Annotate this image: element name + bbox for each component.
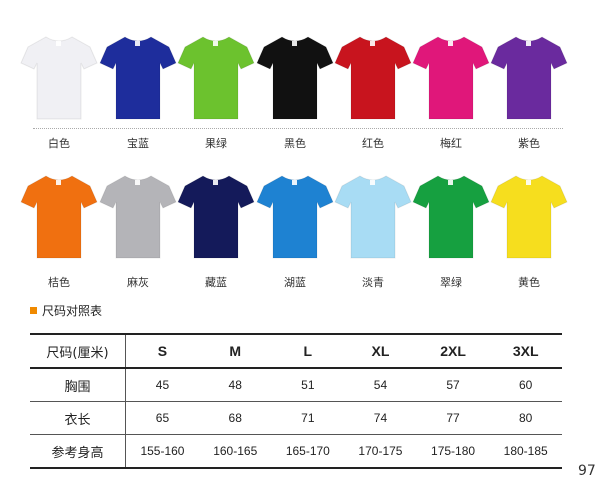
tshirt-1 bbox=[20, 172, 98, 260]
tshirt-2 bbox=[99, 33, 177, 121]
page-number: 97 bbox=[578, 463, 596, 479]
tshirt-3 bbox=[177, 172, 255, 260]
color-label: 湖蓝 bbox=[284, 276, 306, 289]
tshirt-7 bbox=[490, 33, 568, 121]
table-cell: XL bbox=[344, 334, 417, 369]
table-cell: 155-160 bbox=[140, 444, 185, 458]
table-row: 参考身高 155-160 160-165 165-170 170-175 175-180 1… bbox=[30, 434, 562, 468]
table-cell: 衣长 bbox=[30, 401, 126, 435]
color-label: 梅红 bbox=[440, 137, 462, 150]
color-label: 翠绿 bbox=[440, 276, 462, 289]
table-row: 胸围 45 48 51 54 57 60 bbox=[30, 368, 562, 402]
bullet-square-icon bbox=[30, 307, 37, 314]
tshirt-5 bbox=[334, 172, 412, 260]
table-cell: 60 bbox=[489, 368, 562, 402]
tshirt-3 bbox=[177, 33, 255, 121]
table-cell: 45 bbox=[125, 368, 199, 402]
table-cell: 65 bbox=[125, 401, 199, 435]
table-cell: 160-165 bbox=[213, 444, 258, 458]
color-label: 宝蓝 bbox=[127, 137, 149, 150]
table-header-row: 尺码(厘米) S M L XL 2XL 3XL bbox=[30, 334, 562, 369]
color-label: 黑色 bbox=[284, 137, 306, 150]
color-label: 白色 bbox=[48, 137, 70, 150]
table-cell: 77 bbox=[416, 401, 490, 435]
tshirt-2 bbox=[99, 172, 177, 260]
table-row: 衣长 65 68 71 74 77 80 bbox=[30, 401, 562, 435]
color-label: 淡青 bbox=[362, 276, 384, 289]
table-cell: 51 bbox=[271, 368, 345, 402]
tshirt-6 bbox=[412, 33, 490, 121]
table-cell: 胸围 bbox=[30, 368, 126, 402]
table-cell: 尺码(厘米) bbox=[30, 334, 126, 369]
tshirt-4 bbox=[256, 33, 334, 121]
tshirt-4 bbox=[256, 172, 334, 260]
color-label: 桔色 bbox=[48, 276, 70, 289]
table-cell: 3XL bbox=[489, 334, 562, 369]
table-cell: 165-170 bbox=[285, 444, 330, 458]
table-cell: L bbox=[271, 334, 345, 369]
color-label: 紫色 bbox=[518, 137, 540, 150]
tshirt-1 bbox=[20, 33, 98, 121]
table-cell: 180-185 bbox=[503, 444, 548, 458]
table-cell: S bbox=[125, 334, 199, 369]
color-label: 果绿 bbox=[205, 137, 227, 150]
table-cell: 54 bbox=[344, 368, 417, 402]
table-cell: 74 bbox=[344, 401, 417, 435]
tshirt-6 bbox=[412, 172, 490, 260]
color-label: 黄色 bbox=[518, 276, 540, 289]
table-cell: 2XL bbox=[416, 334, 490, 369]
size-chart-title-text: 尺码对照表 bbox=[42, 304, 103, 318]
table-cell: M bbox=[198, 334, 272, 369]
table-cell: 170-175 bbox=[358, 444, 403, 458]
table-cell: 48 bbox=[198, 368, 272, 402]
table-cell: 57 bbox=[416, 368, 490, 402]
tshirt-7 bbox=[490, 172, 568, 260]
color-label: 藏蓝 bbox=[205, 276, 227, 289]
table-cell: 参考身高 bbox=[30, 434, 126, 468]
divider bbox=[33, 128, 563, 129]
tshirt-5 bbox=[334, 33, 412, 121]
size-chart-title: 尺码对照表 bbox=[30, 302, 102, 319]
table-cell: 68 bbox=[198, 401, 272, 435]
color-label: 麻灰 bbox=[127, 276, 149, 289]
table-cell: 175-180 bbox=[431, 444, 476, 458]
color-label: 红色 bbox=[362, 137, 384, 150]
table-cell: 80 bbox=[489, 401, 562, 435]
table-cell: 71 bbox=[271, 401, 345, 435]
size-chart-table: 尺码(厘米) S M L XL 2XL 3XL 胸围 45 48 51 54 57 60 衣长 65 68 71 7… bbox=[30, 333, 562, 469]
